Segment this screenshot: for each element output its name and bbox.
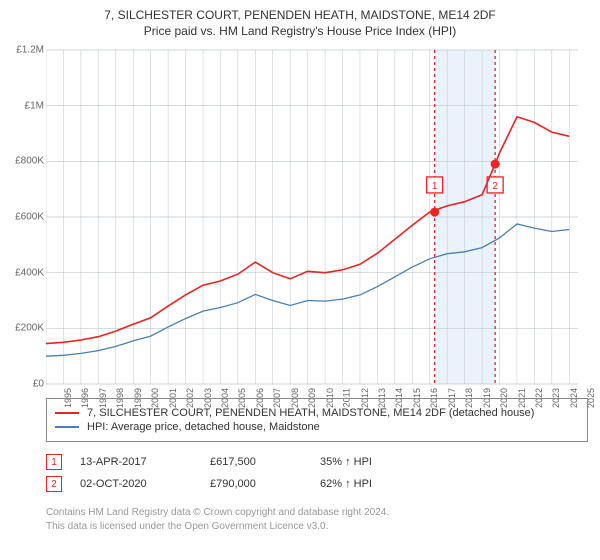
legend: 7, SILCHESTER COURT, PENENDEN HEATH, MAI… — [46, 398, 588, 442]
footer-attribution: Contains HM Land Registry data © Crown c… — [46, 506, 570, 533]
legend-swatch-hpi — [55, 426, 79, 428]
sale-row: 2 02-OCT-2020 £790,000 62% ↑ HPI — [46, 476, 570, 492]
footer-line: Contains HM Land Registry data © Crown c… — [46, 506, 570, 520]
y-tick-label: £1.2M — [16, 45, 44, 56]
legend-row: 7, SILCHESTER COURT, PENENDEN HEATH, MAI… — [55, 407, 579, 419]
title-subtitle: Price paid vs. HM Land Registry's House … — [0, 24, 600, 38]
sale-marker-2: 2 — [46, 476, 62, 492]
sale-pct: 35% ↑ HPI — [320, 456, 430, 468]
y-tick-label: £0 — [33, 379, 44, 390]
sale-date: 13-APR-2017 — [80, 456, 210, 468]
title-address: 7, SILCHESTER COURT, PENENDEN HEATH, MAI… — [0, 8, 600, 22]
y-tick-label: £200K — [15, 323, 44, 334]
legend-row: HPI: Average price, detached house, Maid… — [55, 421, 579, 433]
sale-date: 02-OCT-2020 — [80, 478, 210, 490]
y-tick-label: £800K — [15, 156, 44, 167]
y-tick-label: £600K — [15, 212, 44, 223]
svg-text:2: 2 — [492, 181, 498, 192]
sale-row: 1 13-APR-2017 £617,500 35% ↑ HPI — [46, 454, 570, 470]
footer-line: This data is licensed under the Open Gov… — [46, 520, 570, 534]
title-block: 7, SILCHESTER COURT, PENENDEN HEATH, MAI… — [0, 0, 600, 38]
chart-container: 7, SILCHESTER COURT, PENENDEN HEATH, MAI… — [0, 0, 600, 560]
sales-table: 1 13-APR-2017 £617,500 35% ↑ HPI 2 02-OC… — [46, 448, 570, 498]
y-tick-label: £1M — [25, 100, 44, 111]
y-tick-label: £400K — [15, 267, 44, 278]
sale-marker-1: 1 — [46, 454, 62, 470]
legend-swatch-property — [55, 412, 79, 414]
legend-label: 7, SILCHESTER COURT, PENENDEN HEATH, MAI… — [87, 407, 534, 419]
sale-pct: 62% ↑ HPI — [320, 478, 430, 490]
sale-price: £617,500 — [210, 456, 320, 468]
legend-label: HPI: Average price, detached house, Maid… — [87, 421, 320, 433]
svg-text:1: 1 — [432, 181, 438, 192]
sale-price: £790,000 — [210, 478, 320, 490]
price-chart: 12 — [46, 46, 586, 388]
